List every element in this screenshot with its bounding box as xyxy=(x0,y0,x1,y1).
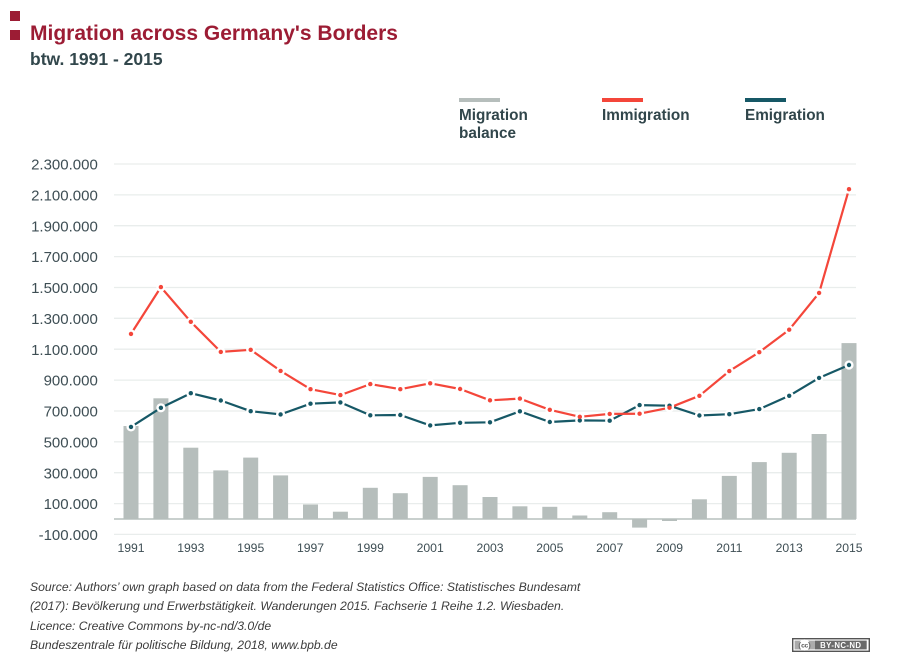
svg-text:1.700.000: 1.700.000 xyxy=(31,249,98,266)
svg-text:cc: cc xyxy=(801,642,808,649)
svg-text:1991: 1991 xyxy=(117,541,144,555)
svg-text:): ) xyxy=(808,640,811,650)
svg-text:2.300.000: 2.300.000 xyxy=(31,157,98,174)
svg-text:1995: 1995 xyxy=(237,541,264,555)
svg-text:2003: 2003 xyxy=(476,541,503,555)
svg-text:2013: 2013 xyxy=(776,541,803,555)
svg-text:2015: 2015 xyxy=(835,541,862,555)
svg-text:500.000: 500.000 xyxy=(44,434,98,451)
svg-text:1999: 1999 xyxy=(357,541,384,555)
svg-text:1.300.000: 1.300.000 xyxy=(31,311,98,328)
svg-text:1993: 1993 xyxy=(177,541,204,555)
svg-text:1.100.000: 1.100.000 xyxy=(31,342,98,359)
svg-text:700.000: 700.000 xyxy=(44,404,98,421)
svg-text:100.000: 100.000 xyxy=(44,496,98,513)
svg-text:2001: 2001 xyxy=(417,541,444,555)
svg-text:1.500.000: 1.500.000 xyxy=(31,280,98,297)
svg-text:(: ( xyxy=(798,640,801,650)
svg-text:2011: 2011 xyxy=(716,541,742,555)
svg-text:1997: 1997 xyxy=(297,541,324,555)
svg-text:1.900.000: 1.900.000 xyxy=(31,218,98,235)
svg-text:2009: 2009 xyxy=(656,541,683,555)
svg-text:BY-NC-ND: BY-NC-ND xyxy=(820,641,861,650)
svg-text:300.000: 300.000 xyxy=(44,465,98,482)
svg-text:900.000: 900.000 xyxy=(44,373,98,390)
svg-text:-100.000: -100.000 xyxy=(39,527,98,544)
svg-text:2.100.000: 2.100.000 xyxy=(31,188,98,205)
svg-text:2007: 2007 xyxy=(596,541,623,555)
svg-text:2005: 2005 xyxy=(536,541,563,555)
